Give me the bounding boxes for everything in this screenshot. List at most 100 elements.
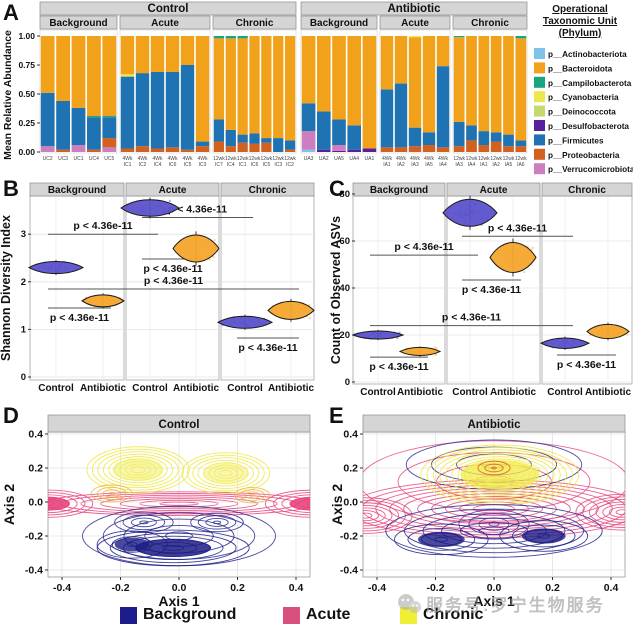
- bar-segment: [453, 121, 465, 147]
- x-tick-label: Control: [452, 387, 488, 398]
- bar-segment: [150, 71, 165, 149]
- bar-segment: [237, 36, 248, 39]
- bar-label: 12wk: [272, 156, 284, 162]
- bar-segment: [490, 141, 502, 152]
- bar-segment: [249, 143, 260, 152]
- bar-segment: [261, 36, 272, 139]
- y-tick-label: -0.4: [25, 565, 43, 577]
- bar-label: 4Wk: [382, 156, 393, 162]
- phylum-label: p__Proteobacteria: [548, 151, 620, 160]
- bar-segment: [213, 38, 225, 120]
- otu-legend-title: Operational: [552, 4, 608, 15]
- bar-label: IA4: [439, 162, 447, 168]
- bar-label: UA5: [334, 156, 344, 162]
- facet-strip: [47, 414, 311, 433]
- bar-segment: [135, 73, 150, 147]
- y-tick-label: 0.75: [18, 60, 35, 70]
- bar-segment: [249, 36, 260, 134]
- bar-segment: [120, 36, 135, 75]
- contour-ring: [602, 504, 625, 521]
- contour-ring: [108, 456, 168, 484]
- bar-segment: [317, 111, 331, 150]
- bar-segment: [453, 37, 465, 122]
- bar-segment: [380, 147, 394, 152]
- phase-strip-label: Chronic: [471, 18, 509, 29]
- phylum-swatch: [534, 62, 545, 74]
- bar-label: 4Wk: [424, 156, 435, 162]
- bar-label: IA5: [505, 162, 513, 168]
- contour-ring: [426, 446, 574, 503]
- violin: [267, 298, 315, 322]
- bar-segment: [56, 100, 70, 150]
- contour-ring: [48, 491, 86, 516]
- chronic-label: Chronic: [423, 606, 484, 623]
- y-tick-label: 0.2: [343, 463, 358, 475]
- contour-ring: [244, 491, 261, 499]
- contour-ring: [96, 529, 250, 567]
- y-tick-label: 80: [339, 189, 350, 200]
- bar-segment: [347, 149, 361, 152]
- contour-ring: [102, 489, 121, 498]
- contour-layer: [48, 446, 310, 567]
- bar-label: IC6: [169, 162, 177, 168]
- contour-ring: [491, 466, 497, 470]
- phylum-label: p__Actinobacteriota: [548, 50, 627, 59]
- facet-strip: [541, 182, 633, 197]
- contour-ring: [438, 451, 561, 499]
- bar-segment: [436, 36, 450, 67]
- x-tick-label: 0.0: [172, 582, 187, 594]
- bar-segment: [87, 116, 101, 118]
- acute-swatch: [283, 606, 300, 624]
- contour-ring: [445, 453, 555, 496]
- bar-segment: [347, 36, 361, 126]
- bar-label: UC1: [73, 156, 83, 162]
- x-tick-label: Control: [547, 387, 583, 398]
- panel-d-control-contours: -0.4 -0.2 0.0 0.2 0.4 0.4 0.2 0.0 -0.2 -0.4 Contro…: [1, 414, 311, 609]
- contour-ring: [190, 512, 244, 533]
- x-tick-label: 0.0: [487, 582, 502, 594]
- contour-ring: [97, 451, 179, 489]
- phase-strip-label: Background: [49, 18, 107, 29]
- treatment-strip-label: Antibiotic: [387, 3, 441, 15]
- phylum-swatch: [534, 91, 545, 103]
- bar-segment: [225, 38, 236, 130]
- bar-segment: [422, 145, 436, 152]
- contour-ring: [122, 514, 166, 531]
- violin: [216, 314, 274, 330]
- phylum-swatch: [534, 48, 545, 59]
- contour-ring: [385, 504, 603, 558]
- bar-label: 4Wk: [438, 156, 449, 162]
- contour-ring: [119, 498, 239, 510]
- treatment-strip: [39, 1, 297, 16]
- bar-label: UC5: [104, 156, 114, 162]
- bar-label: 4Wk: [168, 156, 179, 162]
- contour-ring: [432, 449, 567, 501]
- x-tick-label: -0.4: [53, 582, 71, 594]
- bar-label: 12wk: [284, 156, 296, 162]
- legend-item-acute: Acute: [283, 606, 350, 624]
- bar-segment: [165, 147, 180, 152]
- y-tick-label: 0.25: [18, 118, 35, 128]
- violin: [586, 322, 630, 341]
- bar-segment: [180, 149, 195, 152]
- legend-item-chronic: Chronic: [400, 606, 483, 624]
- contour-layer: [363, 439, 625, 558]
- p-value-label: p < 4.36e-11: [557, 359, 616, 371]
- y-tick-label: 1.00: [18, 31, 35, 41]
- bar-segment: [490, 36, 502, 133]
- facet-strip: [362, 414, 626, 433]
- bar-segment: [301, 103, 316, 132]
- facet-strip-label: Background: [370, 185, 428, 196]
- bar-segment: [478, 36, 490, 132]
- bar-label: 12wk: [478, 156, 490, 162]
- bar-label: UA3: [304, 156, 314, 162]
- bar-segment: [180, 36, 195, 65]
- bar-label: 4Wk: [123, 156, 134, 162]
- bar-label: IC3: [199, 162, 207, 168]
- panel-d-letter: D: [3, 403, 19, 428]
- bar-segment: [120, 74, 135, 77]
- contour-ring: [575, 493, 625, 531]
- bar-segment: [71, 36, 86, 108]
- bar-segment: [213, 36, 225, 39]
